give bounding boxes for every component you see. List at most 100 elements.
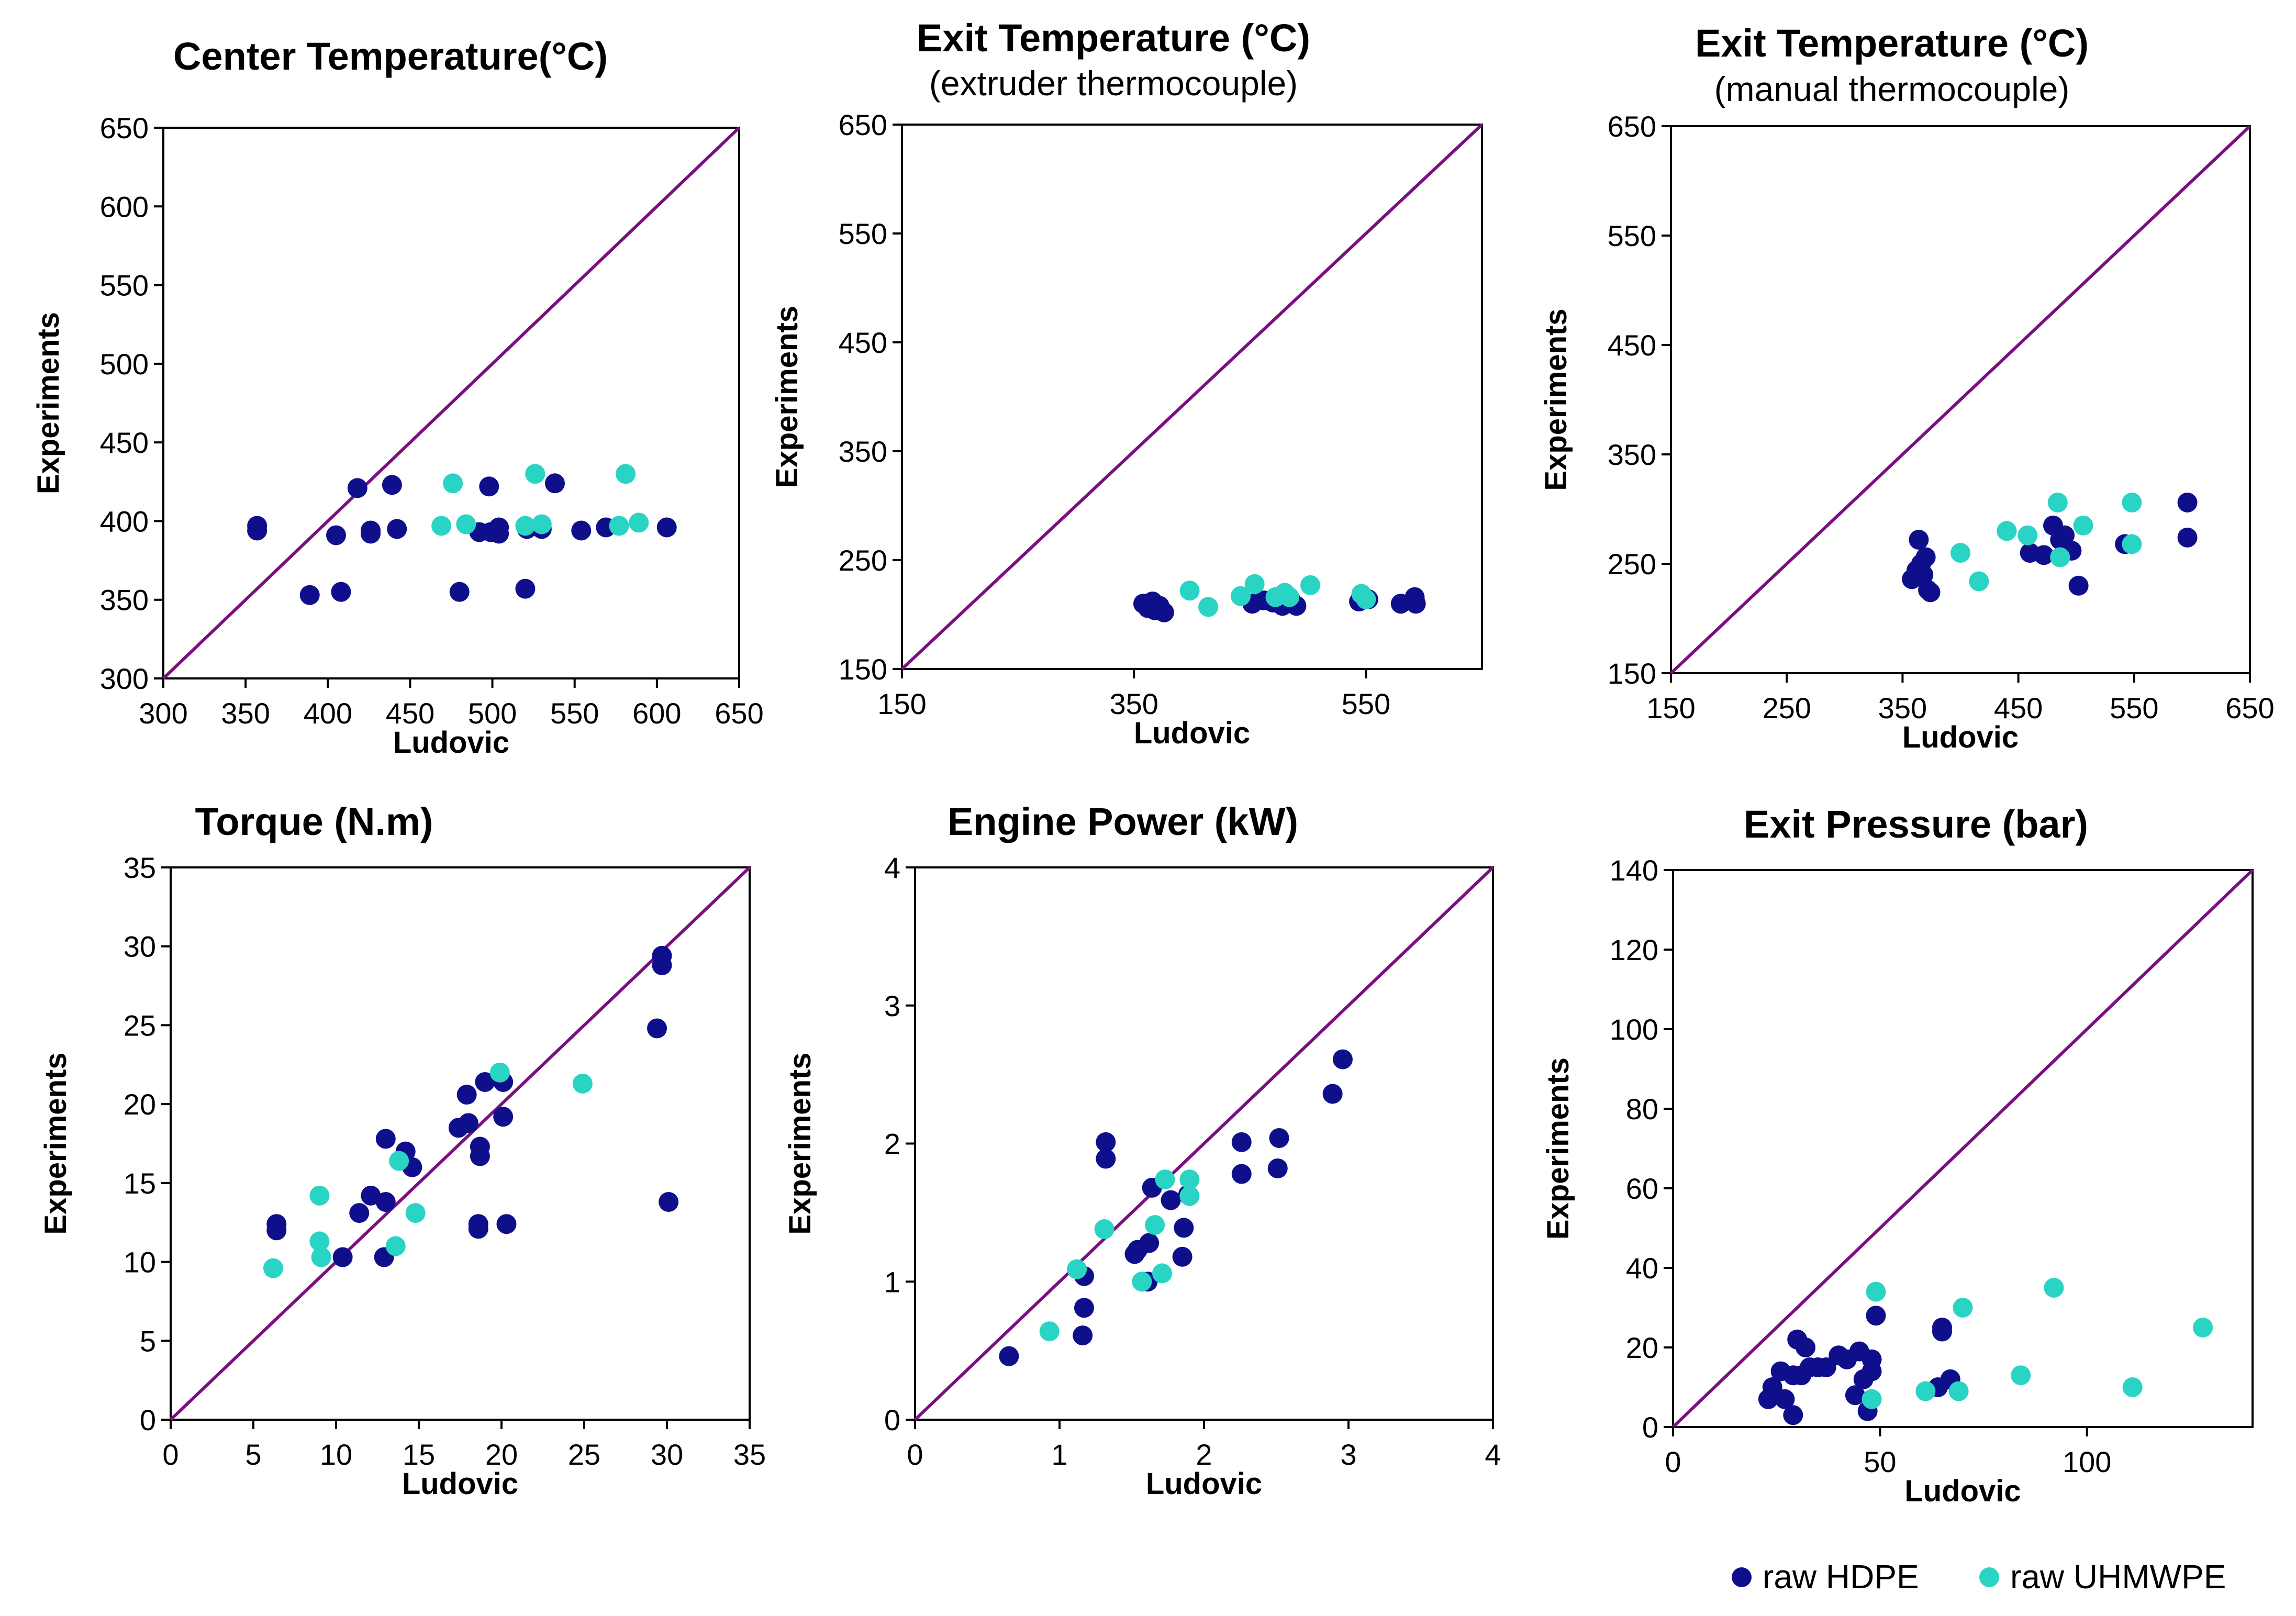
data-point <box>475 1072 495 1092</box>
y-tick-label: 600 <box>100 190 149 223</box>
y-tick-label: 20 <box>1626 1331 1658 1364</box>
data-point <box>247 520 268 541</box>
data-point <box>1783 1405 1803 1425</box>
data-point <box>2044 1278 2064 1298</box>
series-raw-uhmwpe <box>1179 574 1376 617</box>
y-tick-label: 400 <box>100 505 149 538</box>
data-point <box>609 516 629 536</box>
data-point <box>515 516 536 536</box>
y-axis-label: Experiments <box>783 1052 817 1234</box>
data-point <box>545 473 565 494</box>
y-tick-label: 0 <box>140 1403 156 1436</box>
x-tick-label: 350 <box>1878 692 1927 725</box>
x-axis-label: Ludovic <box>1902 720 2019 754</box>
data-point <box>299 585 320 605</box>
x-tick-label: 400 <box>304 697 352 730</box>
data-point <box>468 1219 488 1239</box>
data-point <box>1920 582 1941 603</box>
data-point <box>2050 547 2070 567</box>
y-tick-label: 120 <box>1610 933 1658 966</box>
data-point <box>489 523 509 544</box>
y-tick-label: 2 <box>884 1128 900 1161</box>
x-tick-label: 250 <box>1762 692 1811 725</box>
data-point <box>999 1346 1019 1366</box>
data-point <box>1932 1321 1952 1342</box>
x-tick-label: 550 <box>1342 687 1390 720</box>
data-point <box>1172 1246 1192 1267</box>
data-point <box>1969 571 1989 592</box>
plot-area-frame <box>1672 869 2254 1428</box>
data-point <box>1179 581 1200 601</box>
y-tick-label: 450 <box>100 426 149 459</box>
data-point <box>382 475 402 495</box>
y-tick-label: 650 <box>1608 110 1656 143</box>
y-tick-label: 150 <box>839 653 887 686</box>
identity-line <box>1671 868 2254 1429</box>
y-tick-label: 500 <box>100 348 149 381</box>
x-tick-label: 300 <box>139 697 187 730</box>
series-raw-uhmwpe <box>1951 492 2142 592</box>
data-point <box>1845 1385 1865 1406</box>
y-tick-label: 450 <box>839 326 887 359</box>
legend-marker <box>1979 1567 1999 1587</box>
series-raw-hdpe <box>266 945 679 1267</box>
identity-line <box>162 126 741 680</box>
data-point <box>1155 1169 1175 1190</box>
x-tick-label: 100 <box>2063 1445 2111 1478</box>
x-tick-label: 2 <box>1196 1438 1212 1471</box>
data-point <box>1332 1049 1353 1069</box>
y-tick-label: 550 <box>1608 219 1656 252</box>
data-point <box>2034 545 2054 565</box>
series-raw-uhmwpe <box>431 464 649 536</box>
data-point <box>489 1062 510 1083</box>
data-point <box>1174 1218 1194 1238</box>
x-tick-label: 150 <box>1646 692 1695 725</box>
data-point <box>347 478 367 498</box>
data-point <box>2177 527 2198 548</box>
data-point <box>1067 1259 1087 1279</box>
data-point <box>331 582 351 602</box>
y-tick-label: 250 <box>1608 548 1656 581</box>
x-tick-label: 350 <box>1109 687 1158 720</box>
data-point <box>1073 1325 1093 1346</box>
data-point <box>1154 602 1174 622</box>
x-tick-label: 0 <box>907 1438 923 1471</box>
data-point <box>311 1247 331 1267</box>
y-tick-label: 25 <box>124 1009 156 1042</box>
panels-layer: Center Temperature(°C)300350400450500550… <box>31 16 2275 1508</box>
data-point <box>389 1151 409 1171</box>
data-point <box>1915 1381 1936 1401</box>
data-point <box>647 1018 667 1039</box>
legend: raw HDPE raw UHMWPE <box>1732 1558 2226 1596</box>
data-point <box>616 464 636 484</box>
y-tick-label: 250 <box>839 544 887 577</box>
x-axis-label: Ludovic <box>393 726 509 760</box>
x-tick-label: 650 <box>715 697 763 730</box>
x-tick-label: 600 <box>632 697 681 730</box>
chart-panel-4: Torque (N.m) 0 5 10 15 20 25 30 35 0 5 10 15 20 25 30 35… <box>39 800 766 1501</box>
chart-title: Exit Temperature (°C) <box>1695 21 2089 65</box>
data-point <box>456 514 476 534</box>
identity-line <box>1669 125 2252 675</box>
x-tick-label: 450 <box>386 697 434 730</box>
chart-panel-5: Engine Power (kW) 0 1 2 3 4 0 1 2 3 4 Ludovic Experi… <box>783 800 1501 1501</box>
legend-item: raw HDPE <box>1732 1558 1919 1596</box>
data-point <box>1913 564 1934 585</box>
data-point <box>1322 1084 1343 1104</box>
data-point <box>2068 575 2089 596</box>
y-tick-label: 40 <box>1626 1252 1658 1285</box>
data-point <box>332 1247 353 1267</box>
data-point <box>2122 1377 2143 1397</box>
chart-panel-1: Center Temperature(°C) 300 350 400 450 500 550… <box>31 35 764 760</box>
y-tick-label: 150 <box>1608 657 1656 690</box>
y-tick-label: 10 <box>124 1246 156 1279</box>
x-tick-label: 0 <box>1665 1445 1681 1478</box>
x-tick-label: 150 <box>877 687 926 720</box>
x-tick-label: 50 <box>1864 1445 1896 1478</box>
data-point <box>1198 597 1219 617</box>
data-point <box>1866 1281 1886 1302</box>
data-point <box>1152 1263 1172 1284</box>
data-point <box>456 1085 477 1105</box>
x-axis-label: Ludovic <box>1904 1474 2021 1508</box>
data-point <box>1139 1233 1160 1253</box>
